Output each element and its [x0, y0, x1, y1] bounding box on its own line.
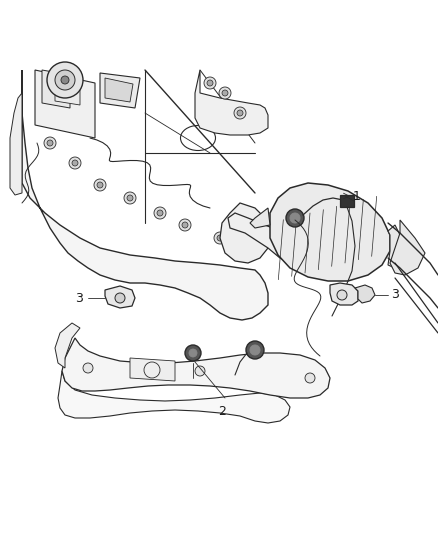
Circle shape — [337, 290, 347, 300]
Text: 3: 3 — [391, 288, 399, 302]
Circle shape — [217, 235, 223, 241]
Polygon shape — [220, 203, 270, 263]
Polygon shape — [42, 70, 70, 108]
Polygon shape — [195, 70, 268, 135]
Circle shape — [94, 179, 106, 191]
Circle shape — [115, 293, 125, 303]
Circle shape — [72, 160, 78, 166]
Circle shape — [157, 210, 163, 216]
Polygon shape — [55, 70, 80, 105]
Text: 1: 1 — [353, 190, 361, 203]
Circle shape — [290, 213, 300, 223]
Circle shape — [189, 349, 197, 357]
Text: 3: 3 — [75, 292, 83, 304]
Circle shape — [83, 363, 93, 373]
Polygon shape — [355, 285, 375, 303]
Circle shape — [207, 80, 213, 86]
Circle shape — [222, 90, 228, 96]
Circle shape — [250, 345, 260, 355]
Circle shape — [61, 76, 69, 84]
Circle shape — [55, 70, 75, 90]
Circle shape — [182, 222, 188, 228]
Polygon shape — [105, 78, 133, 102]
Polygon shape — [55, 323, 80, 368]
Polygon shape — [105, 286, 135, 308]
Polygon shape — [22, 70, 268, 320]
Circle shape — [242, 245, 248, 251]
Polygon shape — [100, 73, 140, 108]
Circle shape — [237, 110, 243, 116]
Circle shape — [214, 232, 226, 244]
Polygon shape — [10, 93, 22, 195]
Polygon shape — [250, 208, 270, 228]
Polygon shape — [35, 70, 95, 138]
Circle shape — [246, 341, 264, 359]
Polygon shape — [330, 283, 358, 305]
Circle shape — [47, 62, 83, 98]
Circle shape — [234, 107, 246, 119]
Text: 2: 2 — [218, 405, 226, 418]
Circle shape — [47, 140, 53, 146]
Circle shape — [195, 366, 205, 376]
Polygon shape — [228, 213, 332, 268]
Circle shape — [124, 192, 136, 204]
Polygon shape — [62, 338, 330, 398]
Circle shape — [204, 77, 216, 89]
Circle shape — [219, 87, 231, 99]
Polygon shape — [390, 220, 425, 275]
Circle shape — [185, 345, 201, 361]
Circle shape — [69, 157, 81, 169]
Polygon shape — [340, 195, 354, 207]
Polygon shape — [58, 371, 290, 423]
Circle shape — [97, 182, 103, 188]
Circle shape — [179, 219, 191, 231]
Circle shape — [44, 137, 56, 149]
Circle shape — [286, 209, 304, 227]
Polygon shape — [270, 183, 390, 281]
Circle shape — [305, 373, 315, 383]
Polygon shape — [130, 358, 175, 381]
Circle shape — [239, 242, 251, 254]
Circle shape — [154, 207, 166, 219]
Circle shape — [127, 195, 133, 201]
Polygon shape — [388, 225, 405, 268]
